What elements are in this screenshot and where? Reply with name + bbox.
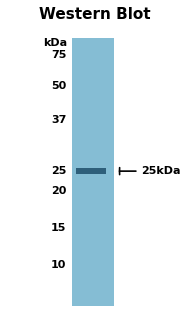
Text: 37: 37 — [51, 115, 66, 125]
Text: 10: 10 — [51, 260, 66, 270]
Text: kDa: kDa — [43, 37, 67, 48]
Text: 75: 75 — [51, 49, 66, 60]
Bar — [76, 168, 106, 174]
Bar — [72, 37, 114, 306]
Text: 50: 50 — [51, 81, 66, 91]
Text: Western Blot: Western Blot — [39, 7, 151, 22]
Text: 25: 25 — [51, 166, 66, 176]
Text: 15: 15 — [51, 223, 66, 233]
Text: 20: 20 — [51, 186, 66, 196]
Text: 25kDa: 25kDa — [142, 166, 181, 176]
